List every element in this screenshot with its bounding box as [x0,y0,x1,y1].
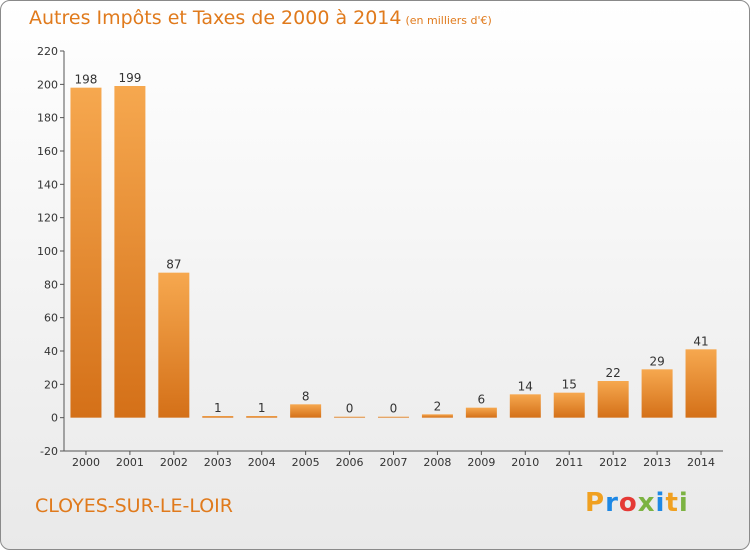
bar [421,414,453,418]
x-tick-label: 2010 [511,456,539,469]
bar [114,86,146,418]
data-label: 0 [390,402,398,416]
x-tick-label: 2012 [599,456,627,469]
subtitle-text: (en milliers d'€) [405,14,492,27]
x-tick-label: 2004 [248,456,276,469]
bar [246,416,278,418]
x-tick-label: 2005 [292,456,320,469]
y-tick-label: 0 [51,412,58,425]
x-tick-label: 2002 [160,456,188,469]
data-label: 8 [302,389,310,403]
y-tick-label: 60 [44,312,58,325]
data-label: 1 [258,401,266,415]
bar [685,349,717,418]
y-tick-label: 200 [37,78,58,91]
bar [641,369,673,418]
logo-letter: i [655,488,666,518]
proxiti-logo: Proxiti [585,488,689,518]
x-tick-label: 2003 [204,456,232,469]
data-label: 1 [214,401,222,415]
logo-letter: P [585,488,606,518]
data-label: 6 [478,393,486,407]
data-label: 14 [518,379,533,393]
x-tick-label: 2014 [687,456,715,469]
y-tick-label: 180 [37,112,58,125]
chart-title: Autres Impôts et Taxes de 2000 à 2014 (en… [29,7,492,29]
bar [70,87,102,418]
data-label: 22 [606,366,621,380]
data-label: 199 [118,71,141,85]
data-label: 41 [693,334,708,348]
y-tick-label: 220 [37,45,58,58]
bar [202,416,234,418]
data-label: 198 [75,73,98,87]
x-tick-label: 2009 [467,456,495,469]
data-label: 2 [434,399,442,413]
bar [334,416,366,418]
data-label: 87 [166,258,181,272]
x-tick-label: 2006 [336,456,364,469]
logo-letter: o [618,488,638,518]
bar [290,404,322,418]
bar [465,407,497,418]
x-tick-label: 2008 [423,456,451,469]
y-tick-label: 100 [37,245,58,258]
bar [509,394,541,418]
data-label: 15 [562,378,577,392]
logo-letter: x [637,488,656,518]
y-tick-label: 80 [44,278,58,291]
bar [158,272,190,418]
x-tick-label: 2013 [643,456,671,469]
x-tick-label: 2011 [555,456,583,469]
place-name: CLOYES-SUR-LE-LOIR [35,495,233,517]
y-tick-label: 40 [44,345,58,358]
logo-letter: t [665,488,679,518]
data-label: 29 [649,354,664,368]
y-tick-label: 120 [37,212,58,225]
y-tick-label: 20 [44,378,58,391]
bar [597,381,629,418]
x-tick-label: 2000 [72,456,100,469]
y-tick-label: 160 [37,145,58,158]
title-text: Autres Impôts et Taxes de 2000 à 2014 [29,7,402,29]
x-tick-label: 2001 [116,456,144,469]
bar [378,416,409,418]
data-label: 0 [346,402,354,416]
y-tick-label: -20 [40,445,58,458]
logo-letter: i [678,488,689,518]
bar [553,392,585,418]
x-tick-label: 2007 [380,456,408,469]
logo-letter: r [605,488,619,518]
y-tick-label: 140 [37,178,58,191]
